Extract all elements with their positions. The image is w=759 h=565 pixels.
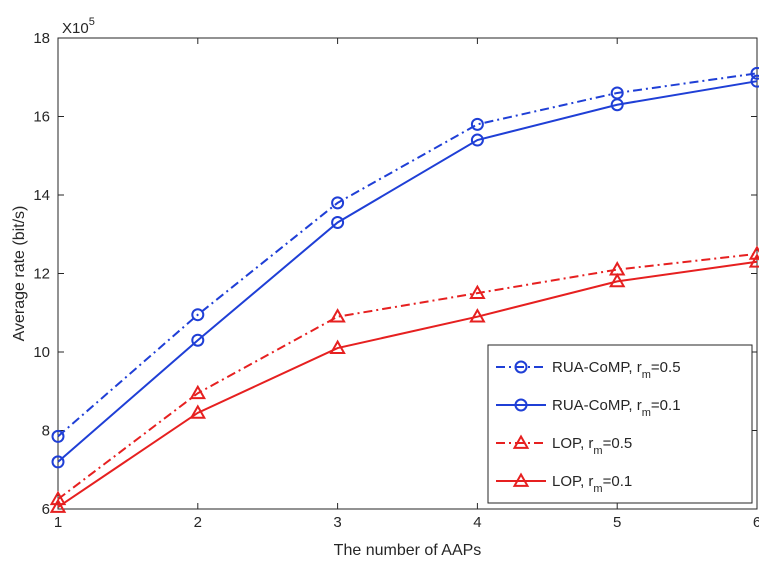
legend-entry-subscript: m (593, 445, 602, 457)
series-2-point (331, 310, 344, 321)
legend-entry-name: LOP, r (552, 473, 593, 490)
legend-entry-suffix: =0.5 (603, 435, 633, 452)
legend-entry-name: LOP, r (552, 435, 593, 452)
y-tick-label: 8 (42, 423, 50, 440)
x-tick-label: 4 (473, 514, 481, 531)
y-tick-label: 10 (33, 344, 50, 361)
y-axis-label: Average rate (bit/s) (11, 206, 28, 342)
x-tick-label: 3 (333, 514, 341, 531)
y-multiplier-label: X105 (62, 16, 95, 37)
y-tick-label: 16 (33, 109, 50, 126)
y-multiplier-exponent: 5 (89, 16, 95, 28)
legend-entry-name: RUA-CoMP, r (552, 397, 642, 414)
y-tick-label: 12 (33, 266, 50, 283)
legend-entry-suffix: =0.5 (651, 359, 681, 376)
y-tick-label: 18 (33, 30, 50, 47)
series-0-point (472, 119, 483, 130)
x-tick-label: 1 (54, 514, 62, 531)
legend-entry-suffix: =0.1 (651, 397, 681, 414)
legend-entry-subscript: m (642, 407, 651, 419)
legend-entry-subscript: m (593, 483, 602, 495)
y-tick-label: 14 (33, 187, 50, 204)
x-tick-label: 6 (753, 514, 759, 531)
x-tick-label: 2 (194, 514, 202, 531)
legend-entry-name: RUA-CoMP, r (552, 359, 642, 376)
y-tick-label: 6 (42, 501, 50, 518)
x-axis-label: The number of AAPs (334, 542, 482, 559)
legend-entry-subscript: m (642, 369, 651, 381)
y-multiplier-base: X10 (62, 20, 89, 37)
x-tick-label: 5 (613, 514, 621, 531)
legend-entry-suffix: =0.1 (603, 473, 633, 490)
